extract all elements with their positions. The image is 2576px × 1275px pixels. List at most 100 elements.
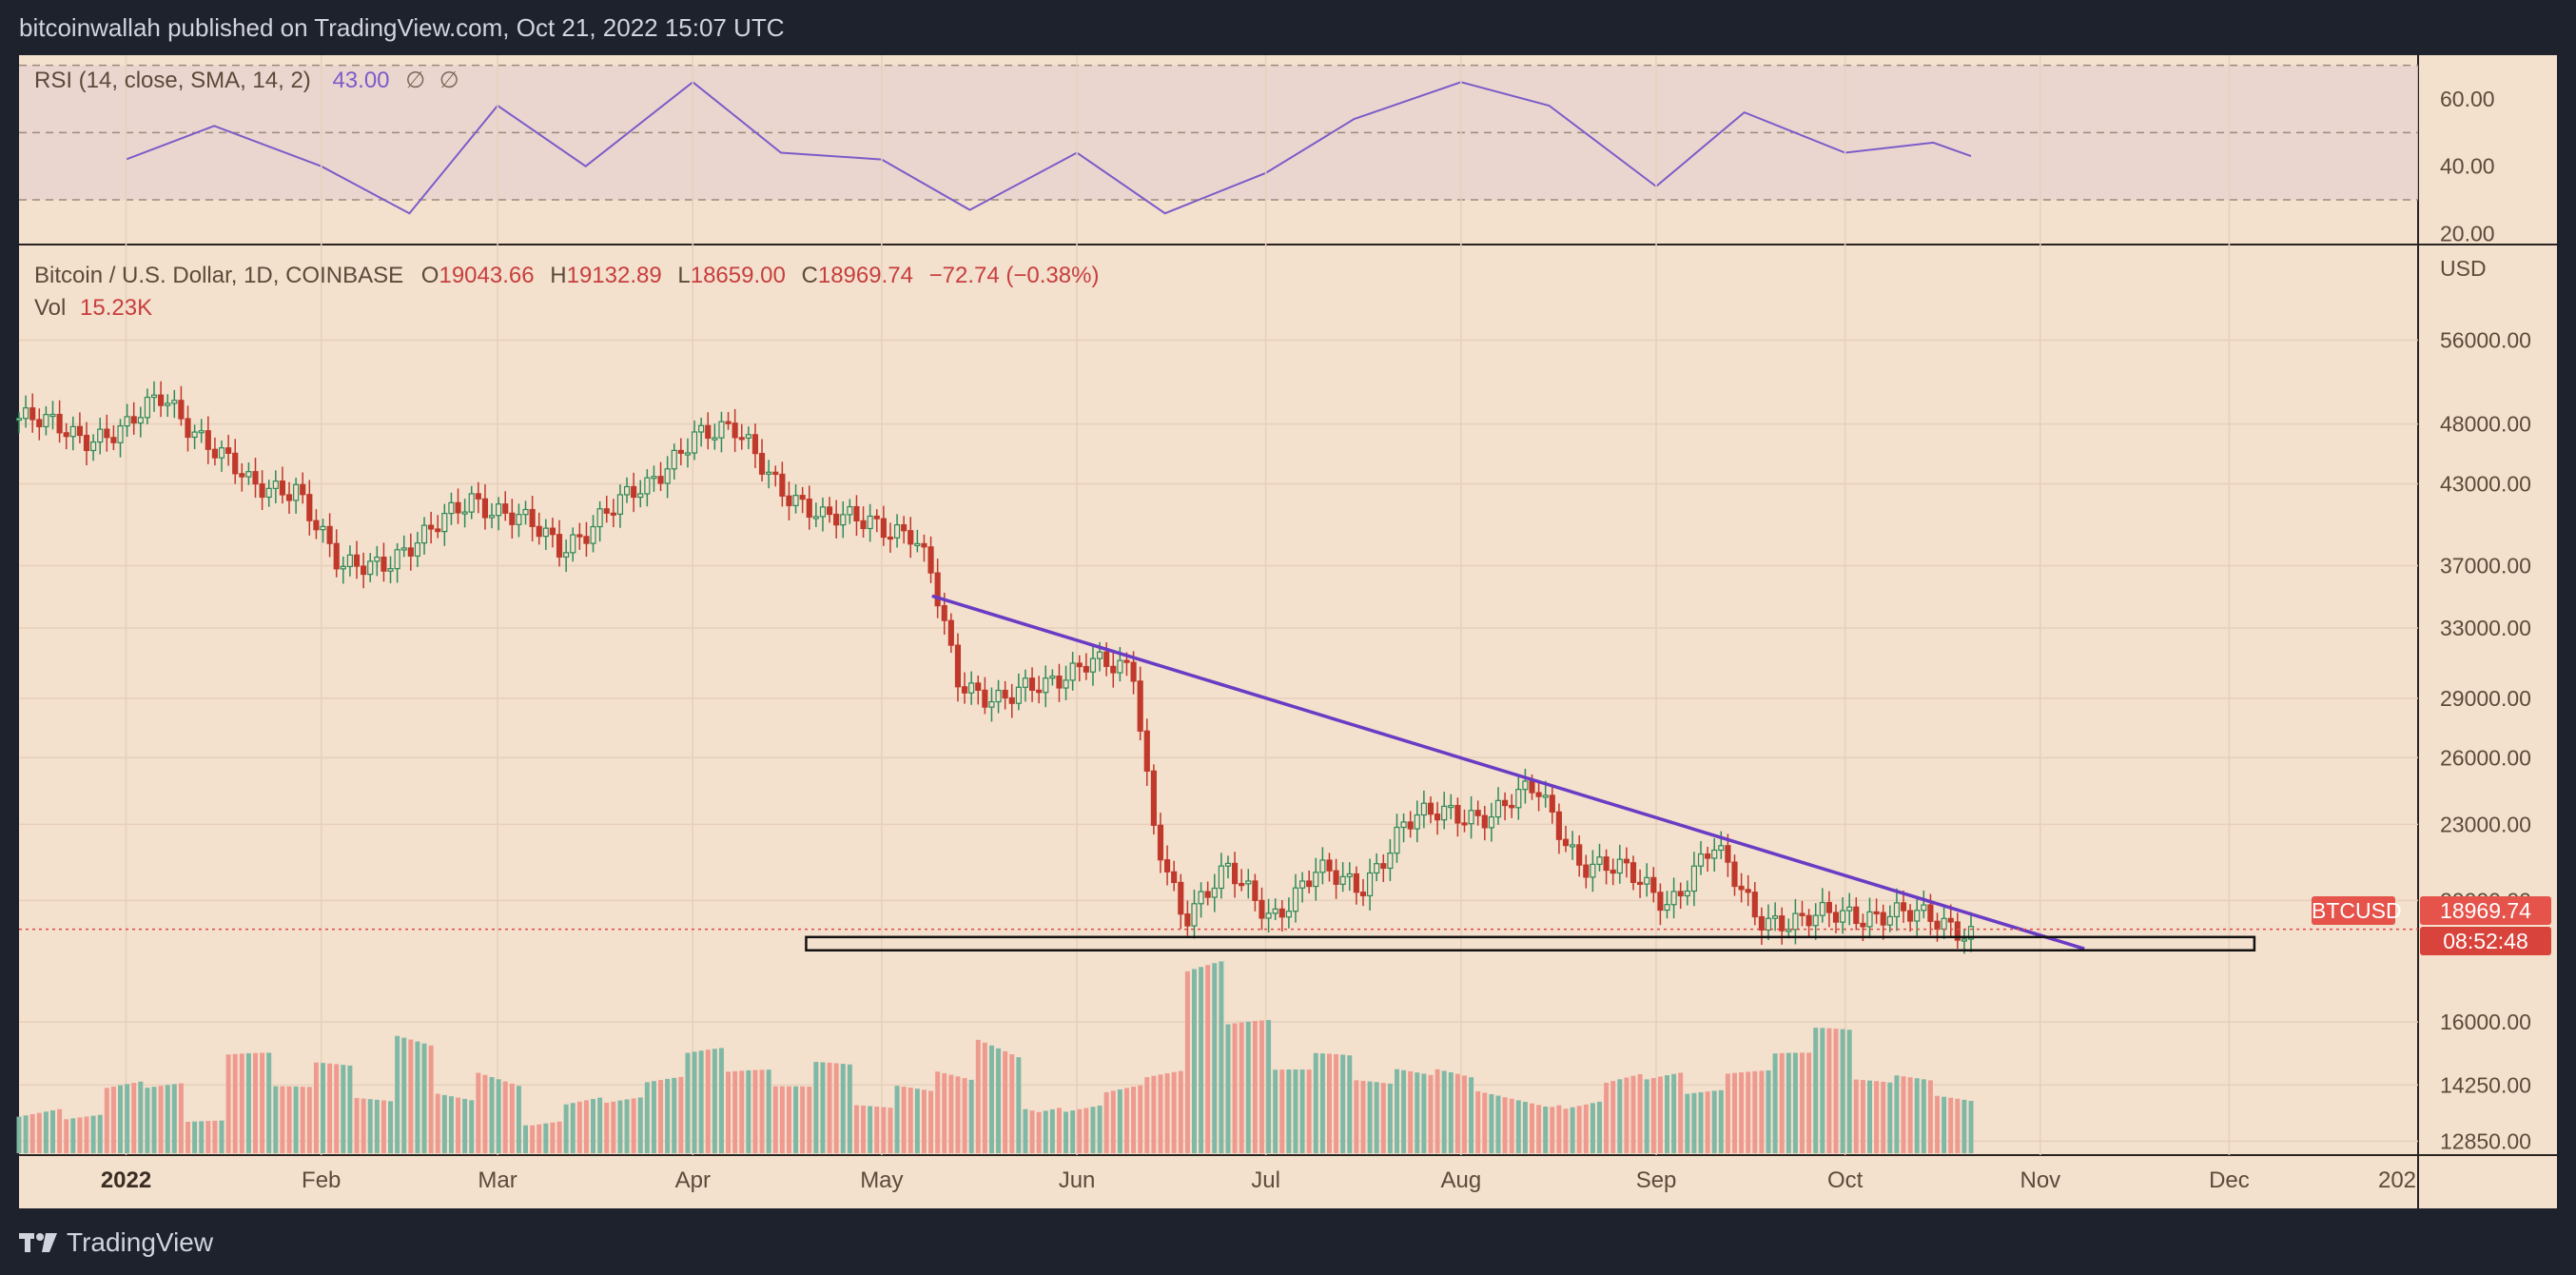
rsi-legend-name: RSI (14, close, SMA, 14, 2): [34, 68, 311, 93]
candle-body: [110, 437, 117, 443]
volume-bar: [1360, 1080, 1366, 1153]
volume-bar: [766, 1069, 771, 1153]
volume-bar: [712, 1049, 717, 1153]
candle-body: [1224, 862, 1232, 867]
volume-bar: [125, 1084, 130, 1153]
volume-bar: [421, 1043, 427, 1153]
volume-bar: [637, 1097, 643, 1153]
price-tick-label-11: 12850.00: [2440, 1128, 2531, 1153]
candle-body: [191, 431, 198, 439]
candle-body: [772, 471, 779, 476]
volume-bar: [1732, 1072, 1737, 1153]
candle-body: [367, 560, 374, 576]
candle-body: [1204, 891, 1211, 898]
volume-bar: [537, 1124, 542, 1153]
volume-bar: [570, 1103, 576, 1153]
volume-bar: [1590, 1103, 1595, 1153]
candle-body: [211, 448, 218, 459]
volume-bar: [347, 1065, 353, 1153]
volume-bar: [1212, 963, 1218, 1153]
candle-body: [1805, 914, 1812, 927]
candle-body: [1718, 845, 1725, 852]
candle-body: [1934, 920, 1941, 931]
candle-body: [420, 524, 428, 544]
volume-bar: [462, 1098, 468, 1153]
candle-body: [725, 421, 732, 424]
candle-body: [1171, 871, 1178, 884]
volume-bar: [395, 1035, 400, 1153]
volume-bar: [1860, 1080, 1865, 1153]
volume-bar: [1286, 1069, 1292, 1153]
volume-bar: [901, 1087, 907, 1153]
candle-body: [873, 515, 880, 520]
volume-bar: [800, 1086, 806, 1153]
volume-bar: [807, 1086, 812, 1153]
candle-body: [1690, 865, 1697, 892]
volume-bar: [1110, 1090, 1116, 1153]
volume-bar: [935, 1071, 941, 1153]
open-label: O: [420, 263, 439, 288]
time-tick-label-5: Jun: [1059, 1167, 1096, 1193]
candle-body: [1448, 804, 1454, 809]
candle-body: [49, 413, 56, 418]
tradingview-logo[interactable]: TradingView: [19, 1227, 213, 1258]
volume-bar: [1097, 1105, 1103, 1153]
volume-bar: [1800, 1052, 1805, 1153]
volume-bar: [199, 1121, 205, 1153]
volume-bar: [1083, 1108, 1089, 1153]
candle-body: [751, 434, 759, 455]
candle-body: [819, 506, 827, 518]
candle-body: [333, 542, 340, 570]
candle-body: [1670, 891, 1677, 906]
volume-bar: [907, 1088, 913, 1153]
volume-bar: [138, 1081, 144, 1153]
candle-body: [1218, 865, 1224, 890]
candle-body: [1211, 887, 1218, 898]
candle-body: [712, 437, 718, 441]
volume-bar: [441, 1094, 447, 1153]
change-value: −72.74 (−0.38%): [928, 263, 1100, 288]
candle-body: [1015, 686, 1022, 704]
volume-bar: [975, 1039, 981, 1153]
candle-body: [1083, 665, 1089, 673]
candle-body: [171, 400, 178, 404]
volume-bar: [1469, 1077, 1474, 1153]
volume-bar: [1846, 1030, 1852, 1153]
volume-bar: [1009, 1054, 1015, 1153]
candle-body: [968, 682, 975, 694]
volume-bar: [415, 1041, 420, 1153]
volume-bar: [300, 1087, 305, 1153]
volume-bar: [705, 1049, 711, 1153]
volume-bar: [1955, 1098, 1961, 1153]
volume-bar: [1624, 1077, 1630, 1153]
candle-body: [1427, 802, 1434, 815]
volume-bar: [624, 1099, 630, 1153]
volume-bar: [732, 1070, 738, 1153]
volume-bar: [1056, 1108, 1062, 1153]
candle-body: [1137, 680, 1143, 732]
volume-bar: [576, 1101, 582, 1153]
volume-bar: [110, 1087, 116, 1153]
candle-body: [387, 568, 394, 572]
volume-bar: [219, 1120, 224, 1153]
candle-body: [1832, 912, 1840, 923]
volume-bar: [1023, 1108, 1028, 1153]
candle-body: [616, 494, 624, 515]
volume-bar: [840, 1064, 846, 1153]
volume-bar: [367, 1099, 373, 1153]
volume-bar: [354, 1097, 360, 1153]
volume-bar: [1746, 1071, 1751, 1153]
volume-label: Vol: [34, 295, 67, 321]
candle-body: [1522, 780, 1529, 791]
candle-body: [1272, 908, 1278, 914]
candle-body: [745, 434, 751, 439]
volume-bar: [1725, 1073, 1730, 1153]
volume-bar: [1158, 1074, 1163, 1153]
volume-bar: [955, 1076, 961, 1153]
candle-body: [1150, 770, 1157, 826]
symbol-badge: BTCUSD: [2312, 896, 2402, 925]
candle-body: [1812, 914, 1819, 927]
volume-bar: [1853, 1079, 1859, 1153]
volume-bar: [266, 1052, 272, 1153]
